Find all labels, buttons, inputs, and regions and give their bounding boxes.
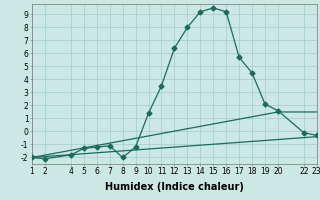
X-axis label: Humidex (Indice chaleur): Humidex (Indice chaleur)	[105, 182, 244, 192]
